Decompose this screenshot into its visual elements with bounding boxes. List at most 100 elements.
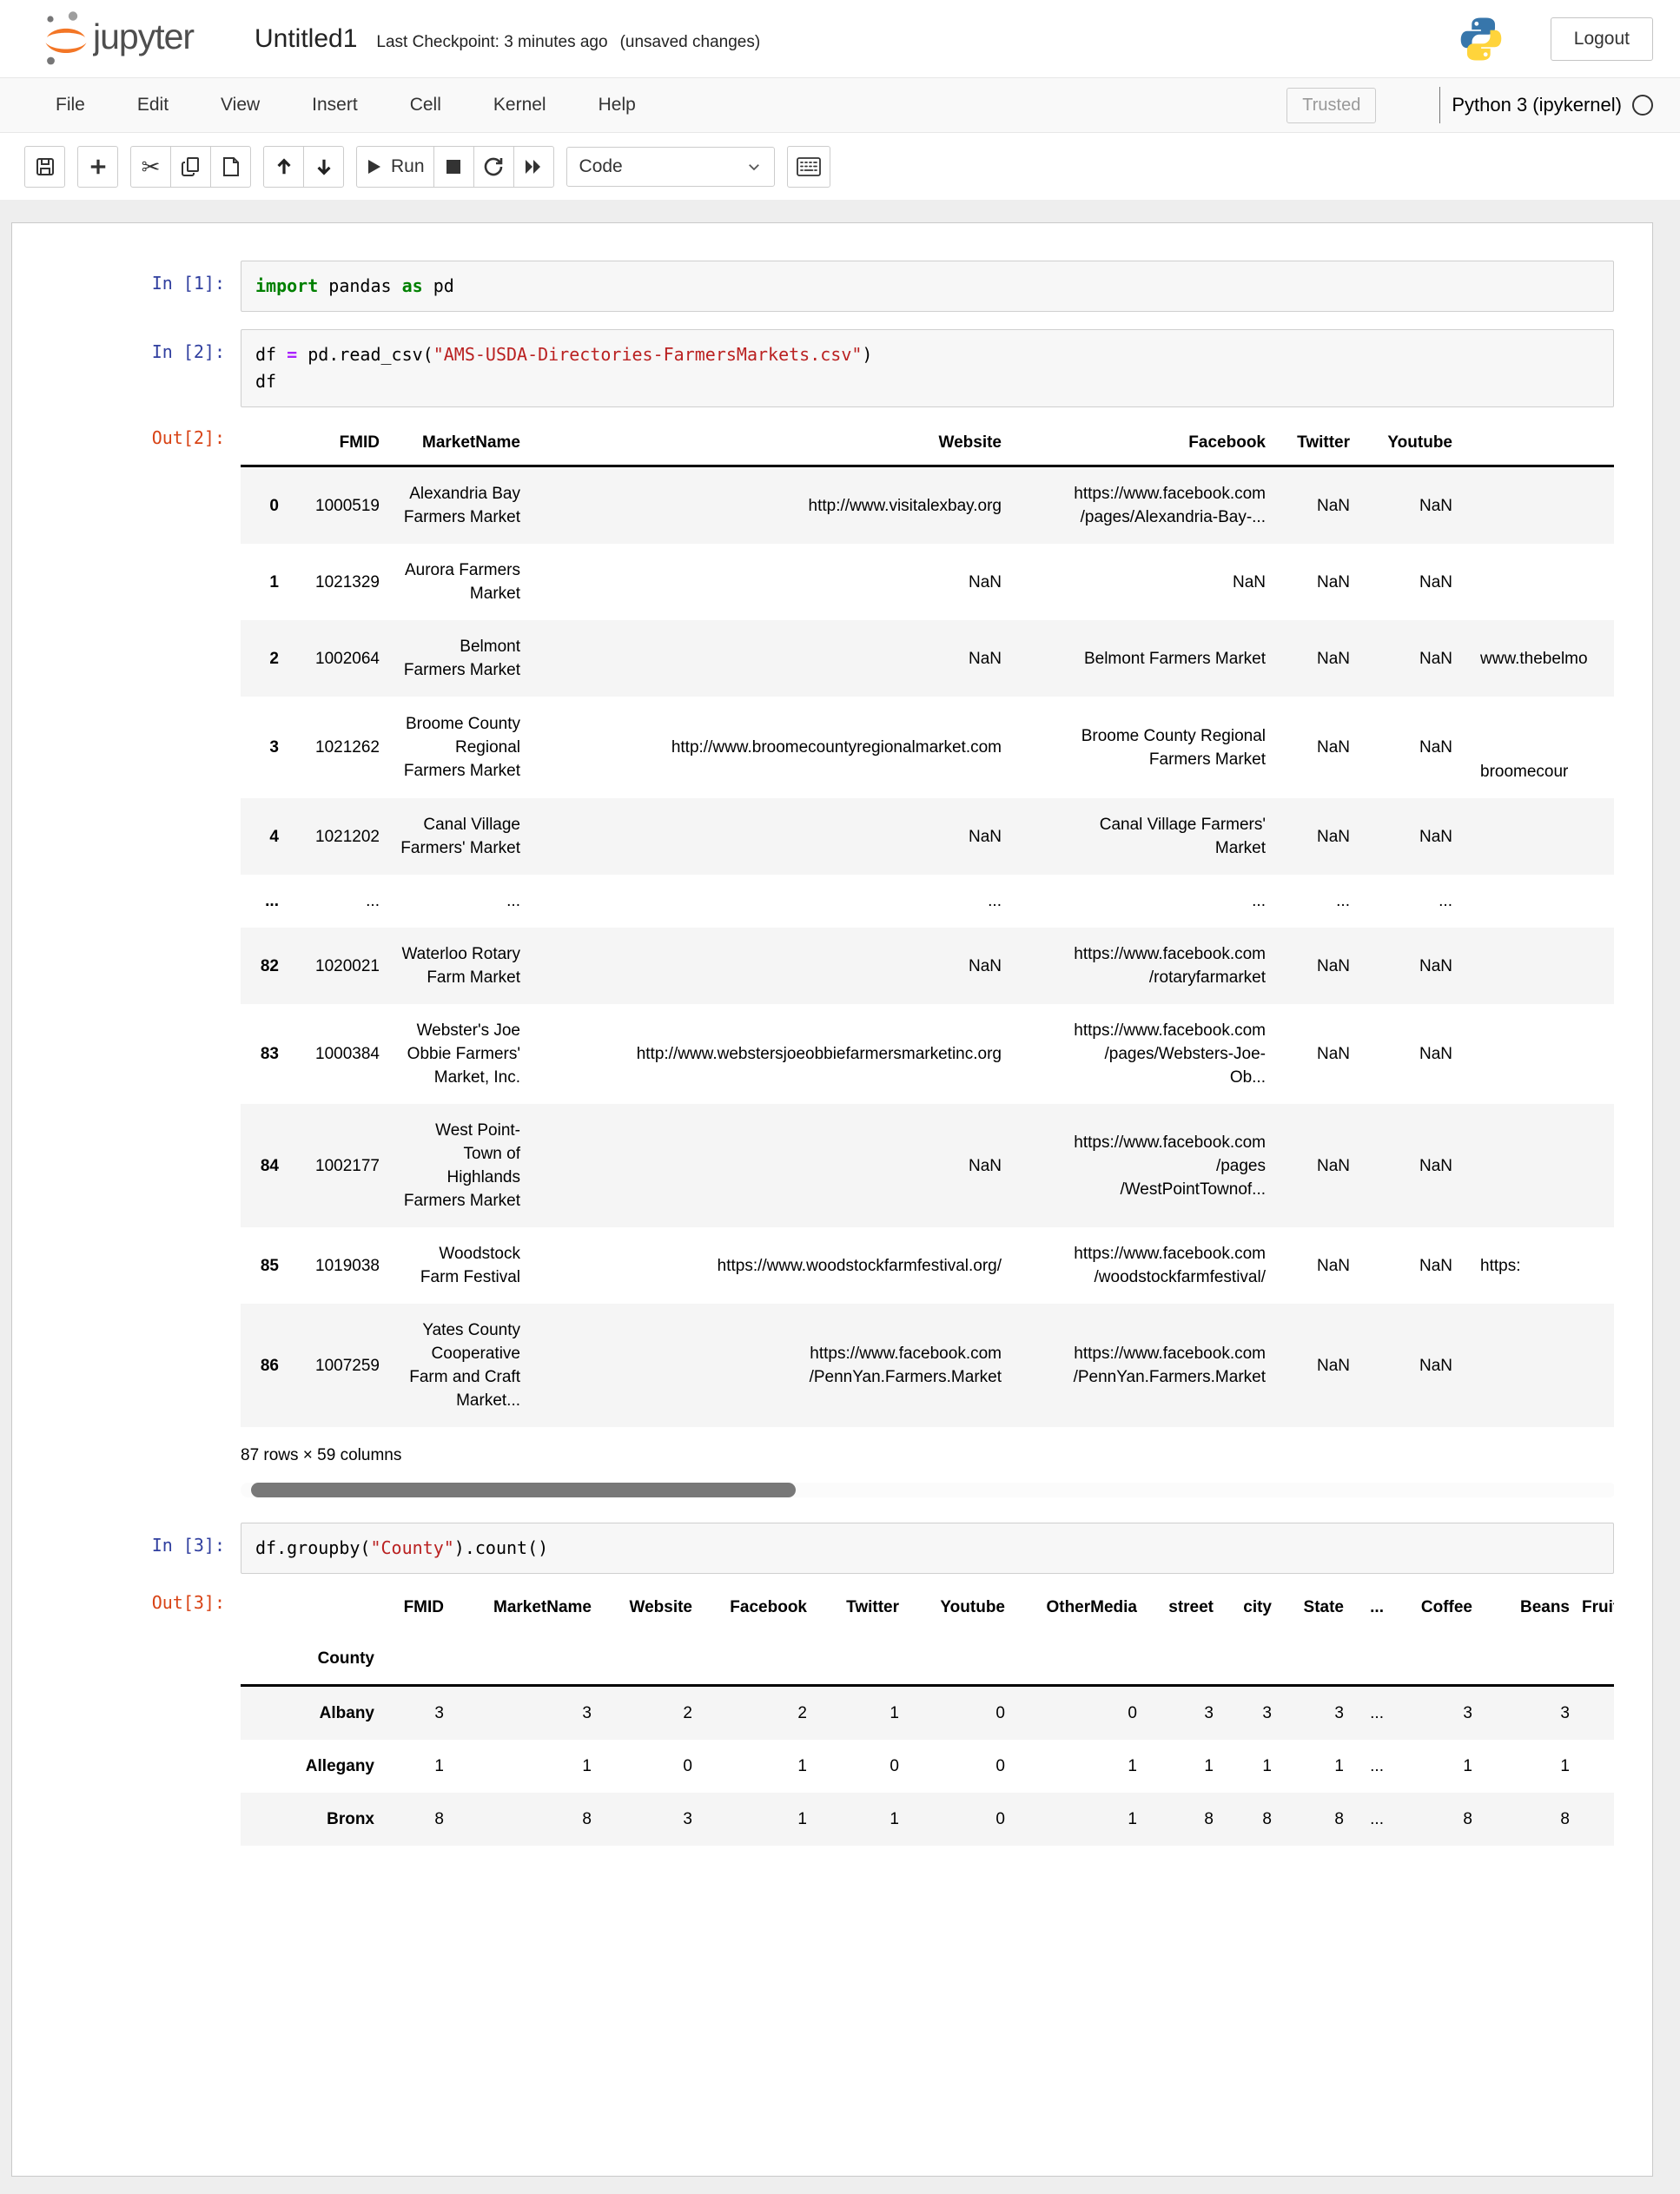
table-cell: 1019038	[315, 1256, 380, 1275]
notebook-title-group: Untitled1 Last Checkpoint: 3 minutes ago…	[255, 24, 760, 54]
output-area: FMID MarketName Website Facebook Twitter Yout…	[241, 424, 1614, 1497]
cut-cell-button[interactable]: ✂	[130, 145, 171, 188]
menu-item-kernel[interactable]: Kernel	[493, 95, 546, 115]
table-cell: 1002064	[315, 649, 380, 668]
menu-item-file[interactable]: File	[56, 95, 85, 115]
menu-item-edit[interactable]: Edit	[136, 95, 169, 115]
column-header: Website	[938, 433, 1002, 452]
table-cell	[1580, 1686, 1614, 1741]
table-row: Albany 3 3 2 2 1 0 0 3 3 3... 3 3	[241, 1685, 1614, 1741]
table-cell: 0	[995, 1810, 1005, 1828]
column-header: State	[1303, 1598, 1344, 1616]
table-row: 4 1021202 Canal Village Farmers' Market NaN…	[241, 798, 1614, 875]
table-cell: Alexandria Bay Farmers Market	[403, 485, 520, 526]
row-index: 1	[269, 572, 279, 591]
table-cell: NaN	[1419, 1045, 1452, 1063]
menu-item-help[interactable]: Help	[598, 95, 636, 115]
table-cell: NaN	[1419, 738, 1452, 757]
table-cell: 1	[797, 1810, 807, 1828]
table-row: 0 1000519 Alexandria Bay Farmers Market htt…	[241, 466, 1614, 544]
code-input[interactable]: df.groupby("County").count()	[241, 1523, 1614, 1574]
table-cell: NaN	[1419, 496, 1452, 515]
menu-items: File Edit View Insert Cell Kernel Help	[56, 95, 636, 116]
table-cell: NaN	[1419, 572, 1452, 591]
table-cell-clipped	[1463, 875, 1614, 928]
jupyter-logo[interactable]: jupyter	[39, 10, 232, 67]
insert-cell-button[interactable]	[77, 145, 118, 188]
logout-button[interactable]: Logout	[1550, 17, 1653, 61]
command-palette-button[interactable]	[786, 145, 830, 188]
row-index: 2	[269, 649, 279, 668]
row-index: ...	[265, 892, 279, 910]
toolbar: ✂ Run	[0, 133, 1680, 200]
save-button[interactable]	[24, 145, 65, 188]
row-index: 84	[260, 1156, 279, 1175]
notebook-title[interactable]: Untitled1	[255, 23, 358, 53]
table-cell: 3	[1560, 1704, 1570, 1722]
table-cell: 3	[582, 1704, 592, 1722]
output-cell-3: Out[3]: FMID MarketName Website Facebook Twi…	[12, 1580, 1652, 1852]
table-cell: 1	[434, 1757, 444, 1775]
table-cell: 8	[1204, 1810, 1214, 1828]
table-cell: NaN	[1419, 956, 1452, 975]
table-cell: Canal Village Farmers' Market	[400, 816, 520, 857]
table-cell: 3	[1204, 1704, 1214, 1722]
restart-run-all-button[interactable]	[513, 145, 554, 188]
code-input[interactable]: df = pd.read_csv("AMS-USDA-Directories-F…	[241, 329, 1614, 407]
table-cell: 3	[1262, 1704, 1272, 1722]
jupyter-logo-icon	[45, 10, 87, 64]
table-row: 83 1000384 Webster's Joe Obbie Farmers' Ma…	[241, 1004, 1614, 1104]
cell-type-dropdown[interactable]: Code	[566, 146, 775, 187]
column-header: MarketName	[422, 433, 520, 452]
menu-item-cell[interactable]: Cell	[409, 95, 441, 115]
copy-cell-button[interactable]	[170, 145, 211, 188]
table-cell-clipped: www.thebelmo	[1480, 649, 1588, 668]
run-button[interactable]: Run	[356, 145, 434, 188]
column-header: ...	[1370, 1598, 1384, 1616]
table-cell: 1	[797, 1757, 807, 1775]
row-index: 0	[269, 496, 279, 515]
table-cell: ...	[1370, 1757, 1384, 1775]
table-cell: https://www.woodstockfarmfestival.org/	[717, 1256, 1002, 1275]
app-header: jupyter Untitled1 Last Checkpoint: 3 min…	[0, 0, 1680, 77]
unsaved-changes-status: (unsaved changes)	[619, 32, 761, 51]
table-cell: https://www.facebook.com /pages/Websters…	[1074, 1021, 1266, 1087]
jupyter-wordmark: jupyter	[93, 17, 195, 56]
menu-item-insert[interactable]: Insert	[312, 95, 358, 115]
table-cell: Belmont Farmers Market	[1083, 649, 1266, 668]
column-header: Twitter	[1297, 433, 1350, 452]
kernel-name: Python 3 (ipykernel)	[1452, 94, 1622, 116]
code-input[interactable]: import pandas as pd	[241, 261, 1614, 312]
table-cell	[1580, 1793, 1614, 1846]
move-cell-up-button[interactable]	[263, 145, 304, 188]
table-cell: NaN	[1419, 1256, 1452, 1275]
input-prompt: In [2]:	[151, 341, 225, 362]
table-cell: NaN	[1316, 496, 1350, 515]
horizontal-scrollbar-thumb[interactable]	[251, 1483, 796, 1497]
table-cell: NaN	[1316, 827, 1350, 846]
table-header-row: FMID MarketName Website Facebook Twitter Yout…	[241, 424, 1614, 466]
checkpoint-status: Last Checkpoint: 3 minutes ago	[376, 32, 608, 51]
row-index: Allegany	[305, 1757, 374, 1775]
table-cell: https://www.facebook.com /pages /WestPoi…	[1074, 1133, 1266, 1199]
dataframe-table: FMID MarketName Website Facebook Twitter Yout…	[241, 1589, 1614, 1846]
menu-item-view[interactable]: View	[221, 95, 261, 115]
chevron-down-icon	[748, 163, 759, 170]
table-cell: 1	[1262, 1757, 1272, 1775]
table-cell: 2	[797, 1704, 807, 1722]
move-cell-down-button[interactable]	[303, 145, 344, 188]
table-cell: NaN	[968, 956, 1002, 975]
restart-kernel-button[interactable]	[473, 145, 514, 188]
table-cell: NaN	[1419, 1356, 1452, 1375]
table-cell: NaN	[1419, 649, 1452, 668]
trusted-badge[interactable]: Trusted	[1286, 87, 1377, 123]
interrupt-kernel-button[interactable]	[433, 145, 474, 188]
column-header: FMID	[403, 1598, 444, 1616]
table-cell: NaN	[1316, 738, 1350, 757]
table-row: 2 1002064 Belmont Farmers Market NaN Belmont…	[241, 620, 1614, 697]
move-down-icon	[316, 159, 331, 175]
stop-icon	[446, 159, 461, 174]
table-cell-clipped: broomecour	[1480, 763, 1569, 781]
paste-cell-button[interactable]	[210, 145, 251, 188]
input-prompt: In [1]:	[151, 273, 225, 294]
